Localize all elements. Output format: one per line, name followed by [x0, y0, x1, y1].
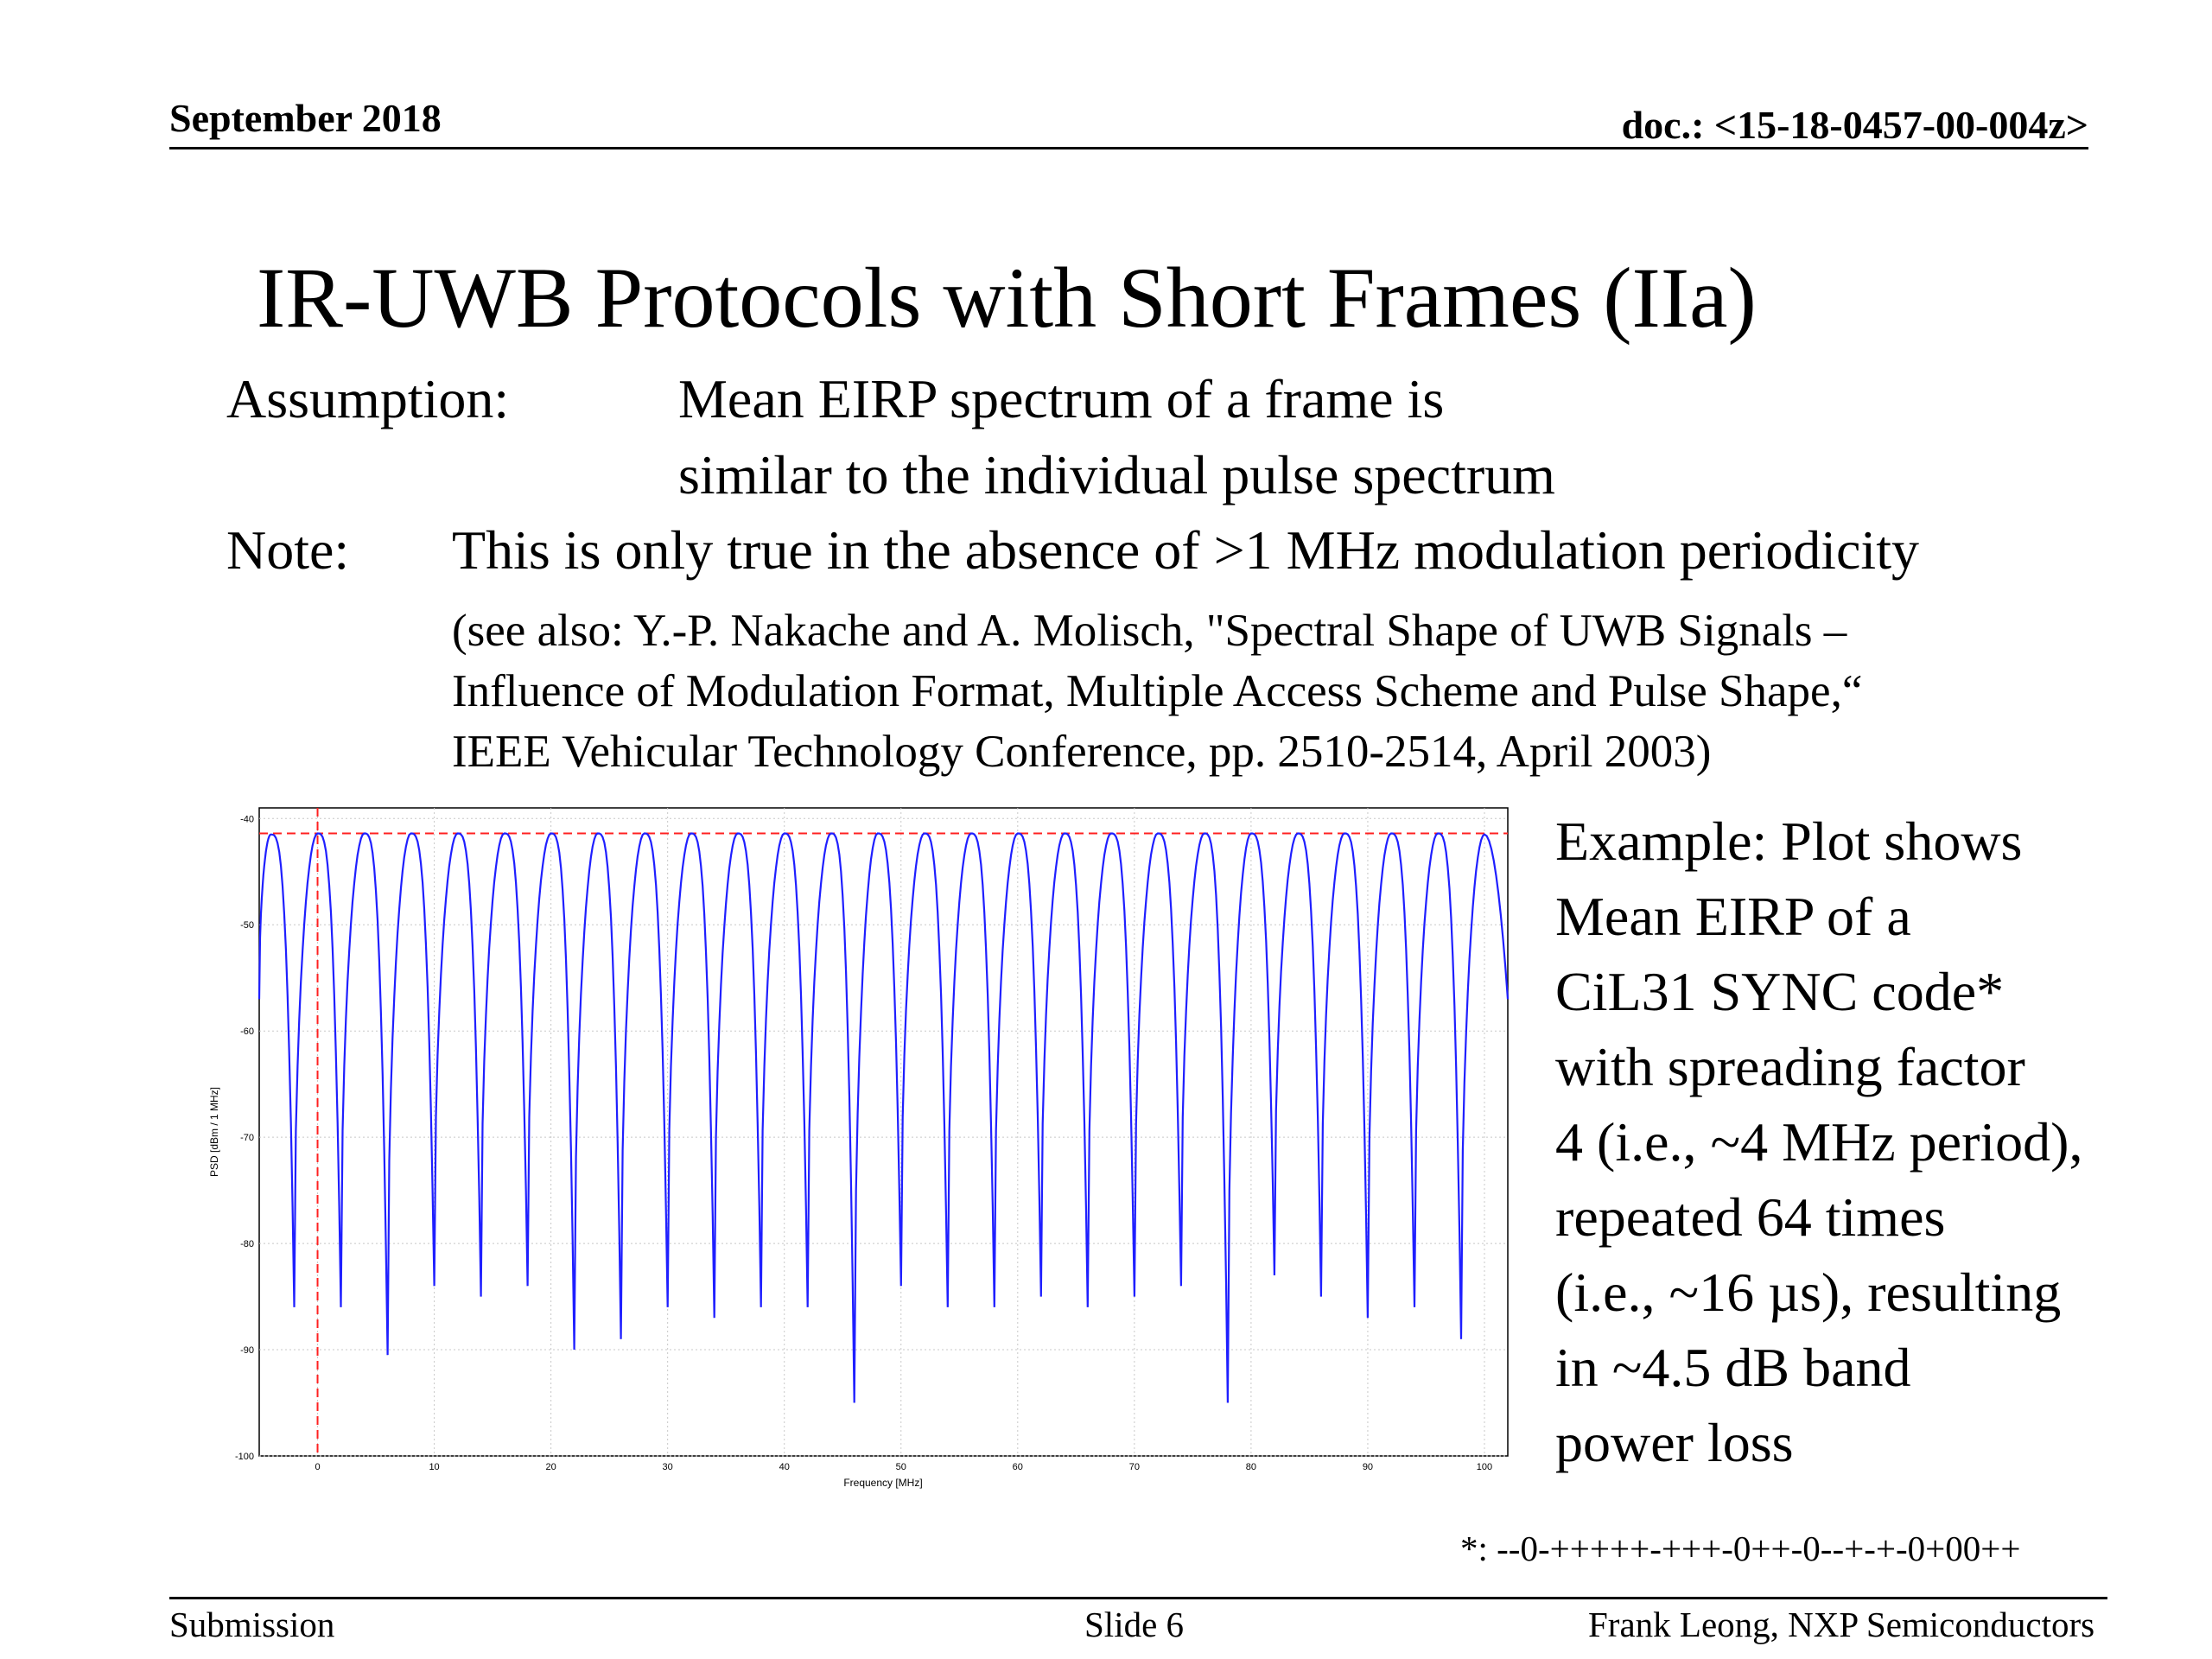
- example-text: Example: Plot shows Mean EIRP of a CiL31…: [1555, 804, 2082, 1480]
- assumption-line-2: similar to the individual pulse spectrum: [678, 444, 1555, 505]
- x-tick-label: 80: [1246, 1462, 1256, 1472]
- plot-area: [258, 807, 1509, 1457]
- x-tick-label: 30: [663, 1462, 673, 1472]
- header-date: September 2018: [169, 96, 442, 140]
- y-tick-label: -100: [235, 1452, 254, 1462]
- header-doc-id: doc.: <15-18-0457-00-004z>: [1621, 103, 2088, 147]
- footer-rule: [169, 1597, 2107, 1599]
- y-tick-label: -40: [240, 814, 254, 824]
- x-tick-label: 60: [1013, 1462, 1023, 1472]
- axis-ticks: 0 10 20 30 40 50 60 70 80 90 100 -40 -50 -60 -70 -80 -90…: [235, 814, 1492, 1472]
- reference-line-2: Influence of Modulation Format, Multiple…: [452, 666, 1863, 716]
- y-tick-label: -70: [240, 1133, 254, 1143]
- y-tick-label: -90: [240, 1345, 254, 1356]
- reference-line-3: IEEE Vehicular Technology Conference, pp…: [452, 727, 1712, 777]
- y-axis-label: PSD [dBm / 1 MHz]: [208, 1087, 220, 1177]
- x-tick-label: 10: [429, 1462, 439, 1472]
- assumption-line-1: Mean EIRP spectrum of a frame is: [678, 368, 1445, 429]
- x-tick-label: 70: [1129, 1462, 1140, 1472]
- footer-author: Frank Leong, NXP Semiconductors: [1588, 1605, 2095, 1644]
- example-line: Mean EIRP of a: [1555, 886, 1911, 947]
- footer-slide-number: Slide 6: [1084, 1605, 1185, 1644]
- y-tick-label: -80: [240, 1239, 254, 1249]
- assumption-label: Assumption:: [226, 368, 510, 429]
- grid: [259, 808, 1508, 1457]
- x-tick-label: 40: [779, 1462, 790, 1472]
- example-line: repeated 64 times: [1555, 1186, 1946, 1248]
- x-axis-label: Frequency [MHz]: [843, 1477, 922, 1489]
- y-tick-label: -60: [240, 1027, 254, 1037]
- example-line: CiL31 SYNC code*: [1555, 961, 2005, 1022]
- note-label: Note:: [226, 519, 350, 581]
- example-line: power loss: [1555, 1412, 1794, 1473]
- x-tick-label: 20: [545, 1462, 556, 1472]
- example-line: in ~4.5 dB band: [1555, 1337, 1911, 1398]
- example-line: 4 (i.e., ~4 MHz period),: [1555, 1111, 2083, 1173]
- x-tick-label: 100: [1477, 1462, 1492, 1472]
- x-tick-label: 50: [896, 1462, 906, 1472]
- slide-title: IR-UWB Protocols with Short Frames (IIa): [257, 250, 1757, 346]
- code-footnote: *: --0-+++++-+++-0++-0--+-+-0+00++: [1460, 1529, 2021, 1568]
- example-line: (i.e., ~16 µs), resulting: [1555, 1262, 2062, 1323]
- header-rule: [169, 147, 2088, 149]
- x-tick-label: 0: [315, 1462, 320, 1472]
- example-line: Example: Plot shows: [1555, 810, 2023, 872]
- footer-submission: Submission: [169, 1605, 335, 1644]
- y-tick-label: -50: [240, 920, 254, 931]
- x-tick-label: 90: [1363, 1462, 1373, 1472]
- psd-chart: 0 10 20 30 40 50 60 70 80 90 100 -40 -50 -60 -70 -80 -90…: [208, 807, 1510, 1489]
- psd-trace: [257, 832, 1510, 1403]
- note-text: This is only true in the absence of >1 M…: [452, 519, 1919, 581]
- example-line: with spreading factor: [1555, 1036, 2025, 1097]
- reference-line-1: (see also: Y.-P. Nakache and A. Molisch,…: [452, 606, 1847, 656]
